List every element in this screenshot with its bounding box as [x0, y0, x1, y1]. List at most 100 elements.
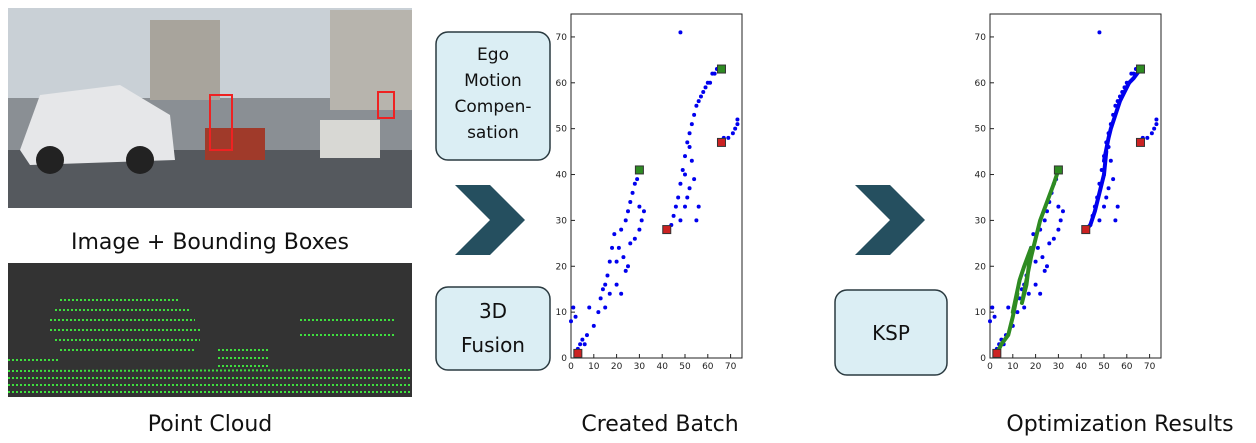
x-tick-label: 70 [1144, 362, 1156, 372]
x-tick-label: 30 [1053, 362, 1065, 372]
box-label: sation [467, 123, 519, 143]
ego-box [435, 31, 551, 161]
square-point [716, 64, 726, 74]
point [692, 177, 697, 182]
point [614, 259, 619, 264]
y-tick-label: 20 [975, 262, 987, 272]
point [569, 319, 573, 324]
point [584, 333, 589, 338]
x-tick-label: 20 [611, 362, 623, 372]
y-tick-label: 60 [556, 79, 568, 89]
square-point [716, 137, 726, 147]
point [587, 305, 592, 310]
y-tick-label: 10 [975, 308, 987, 318]
point [696, 99, 701, 104]
x-tick-label: 0 [568, 362, 574, 372]
square-point [1081, 225, 1091, 235]
point [619, 227, 624, 232]
point [598, 296, 603, 301]
point [676, 195, 681, 200]
square-point [1135, 64, 1145, 74]
point [1104, 195, 1109, 200]
point [1106, 186, 1111, 191]
point [1042, 268, 1047, 273]
point [614, 282, 619, 287]
point [678, 181, 683, 186]
x-tick-label: 40 [656, 362, 668, 372]
box-label: Ego [477, 45, 509, 65]
point [687, 131, 692, 136]
x-tick-label: 60 [1121, 362, 1133, 372]
box-label: Compen- [455, 97, 532, 117]
point [626, 264, 630, 269]
point [612, 232, 617, 237]
y-tick-label: 50 [975, 125, 987, 135]
point [687, 186, 692, 191]
y-tick-label: 30 [975, 216, 987, 226]
point [703, 85, 708, 90]
point [685, 140, 690, 145]
box-label: KSP [872, 321, 910, 345]
x-tick-label: 50 [679, 362, 691, 372]
y-tick-label: 70 [975, 33, 987, 43]
point [1042, 218, 1047, 223]
point [607, 259, 612, 264]
caption: Point Cloud [148, 412, 272, 437]
point [696, 204, 701, 209]
y-tick-label: 20 [556, 262, 568, 272]
point [990, 305, 995, 310]
y-tick-label: 60 [975, 79, 987, 89]
caption: Optimization Results [1006, 412, 1233, 437]
point [701, 89, 706, 94]
point [607, 291, 612, 296]
point [1115, 204, 1120, 209]
x-tick-label: 10 [1007, 362, 1019, 372]
point [632, 236, 637, 241]
square-point [662, 225, 672, 235]
caption: Image + Bounding Boxes [71, 230, 349, 255]
point [600, 287, 605, 292]
fusion-box [435, 286, 551, 371]
point [623, 268, 628, 273]
point [639, 218, 644, 223]
point [1111, 177, 1116, 182]
y-tick-label: 10 [556, 308, 568, 318]
point [678, 218, 683, 223]
point [1058, 218, 1063, 223]
x-tick-label: 20 [1030, 362, 1042, 372]
point [1022, 305, 1027, 310]
point [712, 71, 717, 76]
point [683, 204, 687, 209]
point [1056, 227, 1061, 232]
point [1031, 232, 1036, 237]
point [1033, 282, 1038, 287]
point [1060, 209, 1065, 214]
point [605, 273, 610, 278]
y-tick-label: 0 [980, 354, 986, 364]
point [628, 200, 633, 205]
point [580, 337, 585, 342]
point [621, 255, 626, 260]
point [1154, 117, 1159, 122]
point [1047, 241, 1052, 246]
point [623, 218, 628, 223]
point [708, 80, 713, 85]
x-tick-label: 50 [1098, 362, 1110, 372]
point [1113, 218, 1118, 223]
point [591, 323, 596, 328]
point [1035, 245, 1040, 250]
track-line [995, 169, 1061, 355]
point [1108, 158, 1113, 163]
point [1026, 291, 1031, 296]
point [637, 227, 642, 232]
point [1006, 305, 1011, 310]
point [683, 172, 687, 177]
box-label: Fusion [461, 333, 525, 357]
ksp-box [834, 289, 948, 376]
point [628, 241, 633, 246]
point [571, 305, 576, 310]
chevron [455, 185, 525, 255]
y-tick-label: 50 [556, 125, 568, 135]
